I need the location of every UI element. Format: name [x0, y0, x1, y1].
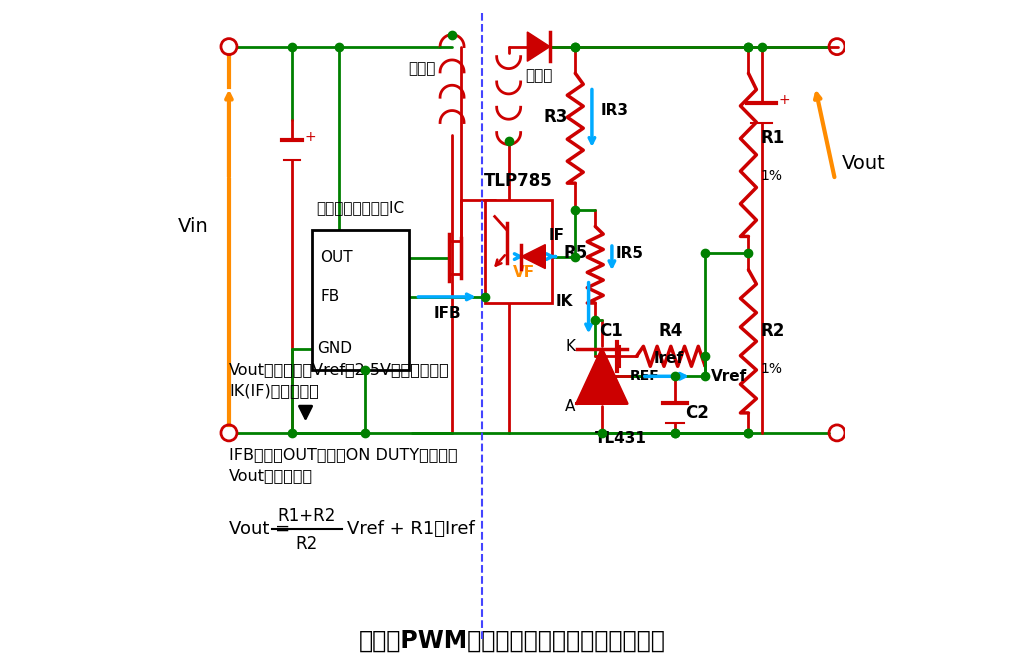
Text: 二次側: 二次側 [525, 68, 553, 83]
Text: 1%: 1% [761, 362, 782, 376]
Text: Vout =: Vout = [229, 520, 290, 539]
Text: R4: R4 [658, 322, 683, 340]
Text: Vref + R1・Iref: Vref + R1・Iref [347, 520, 474, 539]
Text: FB: FB [321, 290, 339, 304]
Text: IF: IF [549, 228, 564, 243]
Text: R5: R5 [563, 244, 588, 262]
Text: C1: C1 [599, 322, 623, 340]
FancyBboxPatch shape [485, 200, 552, 303]
Text: TLP785: TLP785 [484, 172, 553, 190]
FancyBboxPatch shape [312, 230, 409, 370]
Text: IK: IK [555, 294, 572, 310]
Text: IR3: IR3 [601, 103, 629, 118]
Text: R1+R2: R1+R2 [278, 507, 336, 525]
Text: Vin: Vin [178, 217, 209, 236]
Text: A: A [565, 399, 575, 414]
Text: IFB増大でOUT信号のON DUTYが減少し: IFB増大でOUT信号のON DUTYが減少し [229, 447, 458, 462]
Text: Vref: Vref [711, 369, 746, 384]
Text: +: + [778, 93, 791, 107]
Text: Voutが低下する: Voutが低下する [229, 468, 313, 483]
Text: GND: GND [317, 341, 352, 356]
Text: TL431: TL431 [595, 431, 647, 446]
Text: OUT: OUT [321, 250, 353, 265]
Text: Iref: Iref [653, 351, 684, 366]
Text: フライバック制御IC: フライバック制御IC [316, 200, 404, 215]
Text: C2: C2 [685, 404, 709, 422]
Polygon shape [527, 32, 550, 61]
Text: R3: R3 [543, 107, 567, 126]
Text: +: + [304, 129, 315, 144]
Text: VF: VF [513, 265, 536, 280]
Polygon shape [577, 349, 628, 404]
Text: REF: REF [630, 369, 659, 384]
Text: K: K [565, 339, 575, 354]
Text: Vout: Vout [842, 154, 886, 172]
Text: 一次側: 一次側 [408, 61, 435, 77]
Text: 1%: 1% [761, 168, 782, 183]
Text: R1: R1 [761, 129, 784, 147]
Text: IR5: IR5 [615, 246, 643, 261]
Polygon shape [521, 244, 546, 268]
Text: Voutが上昇し、Vrefが2.5V以上になると: Voutが上昇し、Vrefが2.5V以上になると [229, 362, 450, 377]
Text: IFB: IFB [434, 306, 462, 321]
Text: IK(IF)が増大する: IK(IF)が増大する [229, 384, 318, 398]
Text: 絶縁型PWM方式フライバック・コンバータ: 絶縁型PWM方式フライバック・コンバータ [358, 629, 666, 653]
Text: R2: R2 [296, 535, 318, 553]
Text: R2: R2 [761, 322, 784, 340]
